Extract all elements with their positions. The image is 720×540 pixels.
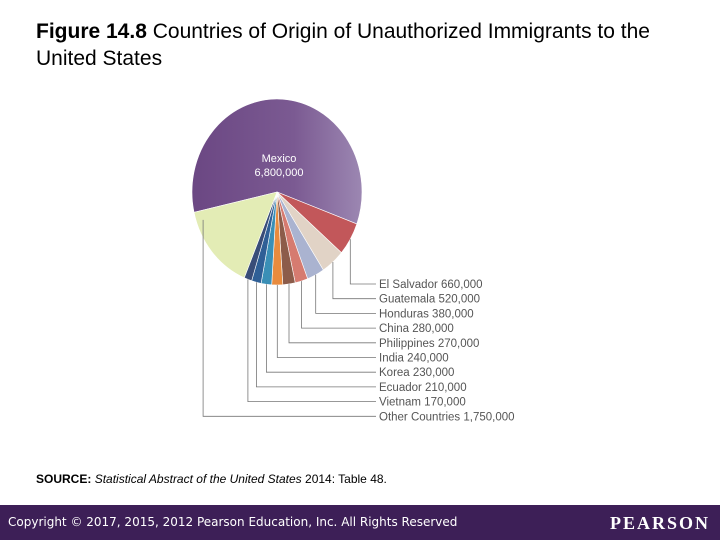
leader-line-korea — [266, 284, 376, 373]
pie-slice-other-countries — [193, 191, 278, 279]
leader-line-china — [301, 281, 376, 329]
pearson-logo: PEARSON — [609, 513, 710, 533]
slice-label-el-salvador: El Salvador 660,000 — [379, 279, 483, 291]
copyright-text: Copyright © 2017, 2015, 2012 Pearson Edu… — [8, 515, 458, 529]
figure-title-text: Countries of Origin of Unauthorized Immi… — [36, 20, 650, 70]
source-rest: 2014: Table 48. — [301, 472, 387, 486]
leader-line-philippines — [288, 284, 376, 344]
slice-label-other-countries: Other Countries 1,750,000 — [379, 411, 515, 423]
slice-value-mexico: 6,800,000 — [255, 167, 304, 179]
slice-label-honduras: Honduras 380,000 — [379, 308, 474, 320]
slice-label-philippines: Philippines 270,000 — [379, 338, 479, 350]
slice-label-mexico: Mexico — [262, 153, 297, 165]
slice-label-india: India 240,000 — [379, 353, 449, 365]
leader-line-guatemala — [332, 262, 376, 300]
leader-line-honduras — [315, 274, 376, 314]
leader-line-other-countries — [202, 219, 376, 417]
slice-label-ecuador: Ecuador 210,000 — [379, 382, 467, 394]
source-title: Statistical Abstract of the United State… — [94, 472, 302, 486]
slice-label-vietnam: Vietnam 170,000 — [379, 397, 466, 409]
source-note: SOURCE: Statistical Abstract of the Unit… — [36, 472, 387, 486]
leader-line-india — [276, 285, 376, 358]
slice-label-guatemala: Guatemala 520,000 — [379, 294, 480, 306]
figure-title: Figure 14.8 Countries of Origin of Unaut… — [36, 18, 696, 72]
pie-slice-mexico — [191, 98, 363, 225]
leader-line-vietnam — [247, 279, 376, 402]
footer-bar: Copyright © 2017, 2015, 2012 Pearson Edu… — [0, 505, 720, 540]
leader-line-ecuador — [255, 282, 376, 388]
slice-label-china: China 280,000 — [379, 323, 454, 335]
slice-label-korea: Korea 230,000 — [379, 367, 454, 379]
source-label: SOURCE: — [36, 472, 92, 486]
leader-line-el-salvador — [349, 239, 376, 285]
figure-number: Figure 14.8 — [36, 20, 147, 43]
